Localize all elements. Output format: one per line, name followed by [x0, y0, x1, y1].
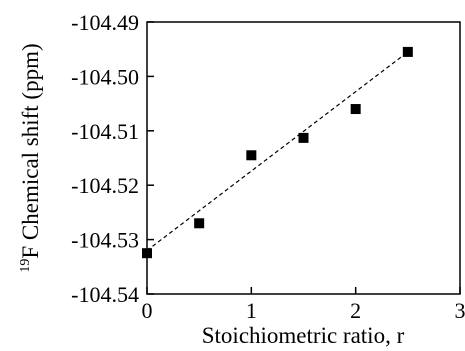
fit-line: [146, 51, 409, 251]
y-tick-label: -104.54: [71, 282, 139, 307]
data-point: [298, 132, 309, 143]
y-tick-label: -104.52: [71, 173, 139, 198]
x-tick-label: 0: [142, 298, 153, 323]
y-axis-ticks: -104.49 -104.50 -104.51 -104.52 -104.53 -104.…: [71, 10, 154, 307]
y-tick-label: -104.51: [71, 119, 139, 144]
y-tick-label: -104.49: [71, 10, 139, 35]
x-tick-label: 1: [246, 298, 257, 323]
data-point: [350, 104, 361, 115]
plot-frame: [146, 21, 461, 295]
y-axis-label-text: F Chemical shift (ppm): [18, 43, 43, 258]
data-point: [142, 248, 152, 259]
y-axis-label: 19F Chemical shift (ppm): [18, 43, 43, 272]
x-tick-label: 3: [455, 298, 465, 323]
x-axis-ticks: 0 1 2 3: [142, 287, 465, 323]
fit-line-group: [146, 51, 409, 251]
y-tick-label: -104.53: [71, 228, 139, 253]
x-tick-label: 2: [350, 298, 361, 323]
y-axis-label-superscript: 19: [18, 259, 33, 273]
data-point: [194, 218, 205, 229]
data-points: [142, 46, 413, 259]
data-point: [246, 150, 257, 161]
data-point: [402, 46, 413, 57]
x-axis-label: Stoichiometric ratio, r: [202, 323, 405, 348]
y-tick-label: -104.50: [71, 64, 139, 89]
